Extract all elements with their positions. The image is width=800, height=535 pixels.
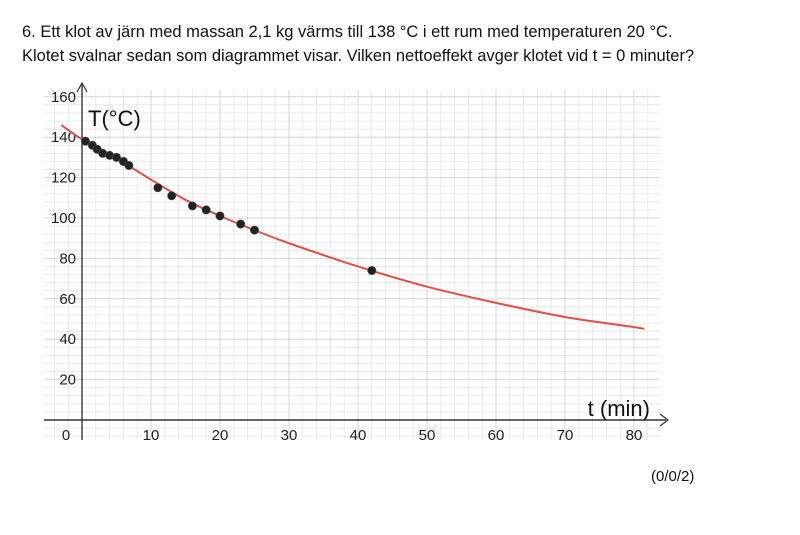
score-label: (0/0/2) [651,468,695,485]
y-tick-label: 60 [59,291,76,308]
x-tick-label: 60 [488,427,505,444]
data-points [80,136,377,276]
x-tick-label: 10 [143,427,160,444]
y-tick-label: 20 [59,372,76,389]
y-tick-label: 160 [51,89,76,106]
chart-tick-labels: 0 10 20 30 40 50 60 70 80 20 40 60 80 100 120 140 160 [51,89,642,444]
y-axis-label: T(°C) [88,106,141,131]
y-tick-label: 80 [59,250,76,267]
y-tick-label: 40 [59,331,76,348]
x-tick-label: 0 [62,427,70,444]
data-point [215,211,225,221]
question-text: 6. Ett klot av järn med massan 2,1 kg vä… [22,20,782,68]
data-point [80,136,90,146]
data-point [250,225,260,235]
x-axis-arrow [659,413,669,427]
x-tick-label: 80 [626,427,643,444]
question-line-1: 6. Ett klot av järn med massan 2,1 kg vä… [22,23,673,41]
y-tick-label: 120 [51,170,76,187]
data-point [367,266,377,276]
x-tick-label: 30 [281,427,298,444]
x-tick-label: 20 [212,427,229,444]
data-point [112,152,122,162]
question-line-2: Klotet svalnar sedan som diagrammet visa… [22,47,695,65]
x-tick-label: 50 [419,427,436,444]
y-tick-label: 140 [51,129,76,146]
data-point [167,191,177,201]
chart-axes [44,81,669,440]
data-point [201,205,211,215]
y-tick-label: 100 [51,210,76,227]
chart-grid [44,90,660,440]
y-axis-arrow [76,81,88,93]
data-point [187,201,197,211]
x-tick-label: 70 [557,427,574,444]
data-point [124,160,134,170]
x-axis-label: t (min) [588,396,650,421]
data-point [153,183,163,193]
data-point [236,219,246,229]
x-tick-label: 40 [350,427,367,444]
